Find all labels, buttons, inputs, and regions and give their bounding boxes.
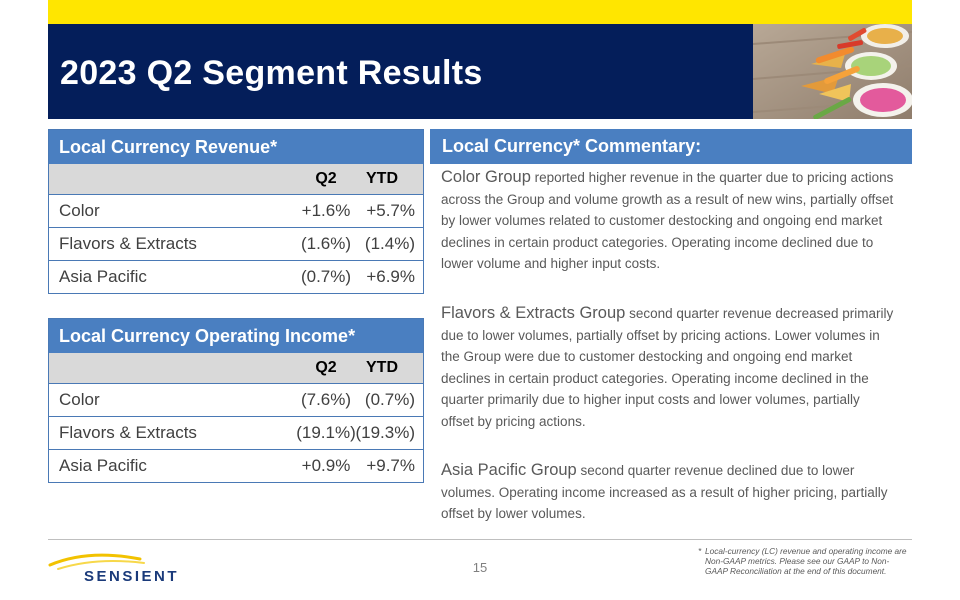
revenue-table: Local Currency Revenue* Q2 YTD Color +1.… xyxy=(48,129,424,294)
q2-value: (19.1%) xyxy=(296,423,356,442)
footnote-marker: * xyxy=(698,546,702,556)
table-row: Asia Pacific +0.9% +9.7% xyxy=(49,450,423,482)
row-label: Color xyxy=(59,390,100,409)
column-header-ytd: YTD xyxy=(366,170,398,187)
paragraph-lead: Flavors & Extracts Group xyxy=(441,304,626,322)
operating-income-table-column-header: Q2 YTD xyxy=(49,353,423,384)
q2-value: +0.9% xyxy=(301,456,351,475)
q2-value: (7.6%) xyxy=(300,390,352,409)
ytd-value: (0.7%) xyxy=(364,390,415,409)
column-header-q2: Q2 xyxy=(315,170,337,187)
footer-divider xyxy=(48,539,912,540)
paragraph-text: second quarter revenue declined due to l… xyxy=(441,463,888,521)
commentary-title: Local Currency* Commentary: xyxy=(430,129,912,164)
footnote-text: Local-currency (LC) revenue and operatin… xyxy=(705,546,907,576)
row-label: Flavors & Extracts xyxy=(59,423,197,442)
ytd-value: +9.7% xyxy=(366,456,415,475)
q2-value: (1.6%) xyxy=(300,234,352,253)
title-band: 2023 Q2 Segment Results xyxy=(48,24,912,119)
row-label: Flavors & Extracts xyxy=(59,234,197,253)
top-accent-bar xyxy=(48,0,912,24)
table-row: Flavors & Extracts (1.6%) (1.4%) xyxy=(49,228,423,261)
sensient-logo: SENSIENT xyxy=(48,549,198,589)
column-header-ytd: YTD xyxy=(366,359,398,376)
paragraph-lead: Color Group xyxy=(441,168,531,186)
row-label: Asia Pacific xyxy=(59,456,147,475)
paragraph-lead: Asia Pacific Group xyxy=(441,461,577,479)
ytd-value: (1.4%) xyxy=(364,234,415,253)
page-number: 15 xyxy=(472,560,488,575)
row-label: Asia Pacific xyxy=(59,267,147,286)
revenue-table-column-header: Q2 YTD xyxy=(49,164,423,195)
page-title: 2023 Q2 Segment Results xyxy=(60,54,483,92)
paragraph-text: second quarter revenue decreased primari… xyxy=(441,306,894,429)
commentary-paragraph-flavors: Flavors & Extracts Group second quarter … xyxy=(441,303,896,432)
paragraph-text: reported higher revenue in the quarter d… xyxy=(441,170,894,271)
ytd-value: +5.7% xyxy=(366,201,415,220)
footnote: * Local-currency (LC) revenue and operat… xyxy=(698,546,908,576)
column-header-q2: Q2 xyxy=(315,359,337,376)
table-row: Flavors & Extracts (19.1%) (19.3%) xyxy=(49,417,423,450)
logo-wordmark: SENSIENT xyxy=(84,568,180,585)
row-label: Color xyxy=(59,201,100,220)
operating-income-table-title: Local Currency Operating Income* xyxy=(49,319,423,353)
table-row: Color (7.6%) (0.7%) xyxy=(49,384,423,417)
commentary-paragraph-color: Color Group reported higher revenue in t… xyxy=(441,167,896,275)
table-row: Asia Pacific (0.7%) +6.9% xyxy=(49,261,423,293)
operating-income-table: Local Currency Operating Income* Q2 YTD … xyxy=(48,318,424,483)
q2-value: (0.7%) xyxy=(300,267,352,286)
food-photo xyxy=(753,24,912,119)
commentary-paragraph-asia-pacific: Asia Pacific Group second quarter revenu… xyxy=(441,460,896,525)
table-row: Color +1.6% +5.7% xyxy=(49,195,423,228)
revenue-table-title: Local Currency Revenue* xyxy=(49,130,423,164)
ytd-value: +6.9% xyxy=(366,267,415,286)
ytd-value: (19.3%) xyxy=(355,423,415,442)
q2-value: +1.6% xyxy=(301,201,351,220)
